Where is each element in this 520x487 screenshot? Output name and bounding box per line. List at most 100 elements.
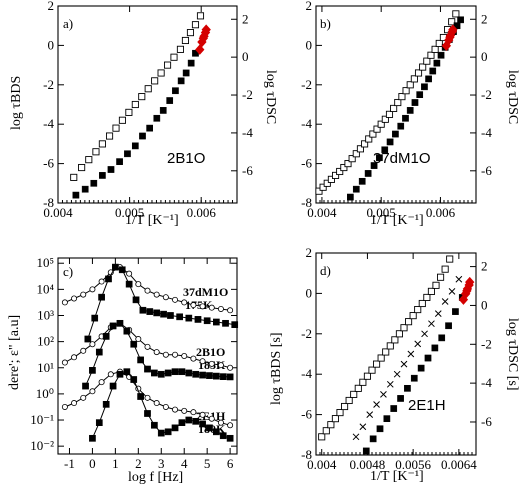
y-tick-label-left: 0 bbox=[306, 285, 313, 300]
data-point-open-square bbox=[92, 148, 100, 156]
panel-c-ticks: -1 0 1 2 3 4 5 6 10⁻² 10⁻¹ 10⁰ 10¹ 10² 10³ 10⁴ 10⁵ bbox=[30, 255, 237, 471]
data-point-filled-square bbox=[206, 424, 213, 432]
data-point-open-circle bbox=[135, 281, 142, 288]
y-tick-label-left: 0 bbox=[48, 37, 55, 52]
data-point-filled-square bbox=[160, 310, 167, 318]
data-point-open-square bbox=[373, 360, 381, 368]
data-point-open-square bbox=[186, 29, 195, 37]
y-tick-label-left: 2 bbox=[306, 245, 313, 260]
data-point-open-square bbox=[344, 160, 352, 168]
panel-a-xlabel: 1/T [K⁻¹] bbox=[125, 213, 179, 228]
spectrum-temperature: 175K bbox=[185, 298, 213, 312]
y-tick-label: 10⁰ bbox=[36, 386, 54, 401]
data-point-open-square bbox=[363, 372, 371, 380]
data-point-open-circle bbox=[153, 291, 160, 298]
y-tick-label-right: -2 bbox=[481, 336, 492, 351]
panel-d: d) 2E1H 1/T [K⁻¹] log τBDS [s] log τDSC … bbox=[269, 245, 520, 484]
data-point-filled-square bbox=[130, 340, 138, 348]
data-point-open-square bbox=[414, 306, 422, 314]
panel-d-frame bbox=[315, 252, 477, 456]
data-point-filled-square bbox=[424, 354, 432, 362]
data-point-open-circle bbox=[144, 343, 151, 350]
data-point-open-square bbox=[196, 12, 205, 20]
panel-c-marks bbox=[61, 263, 239, 442]
data-point-filled-square bbox=[352, 185, 360, 193]
x-tick-label: -1 bbox=[64, 456, 75, 471]
data-point-red-diamond bbox=[195, 44, 205, 55]
data-point-filled-square bbox=[164, 369, 172, 377]
data-point-open-circle bbox=[80, 291, 87, 298]
y-tick-label-left: -6 bbox=[43, 156, 54, 171]
y-tick-label-left: -6 bbox=[301, 407, 312, 422]
data-point-open-square bbox=[418, 299, 426, 308]
data-point-open-square bbox=[373, 125, 381, 133]
y-tick-label-left: -4 bbox=[43, 116, 54, 131]
data-point-filled-square bbox=[91, 314, 99, 322]
panel-a: a) 2B1O 1/T [K⁻¹] log τBDS log τDSC 0.00… bbox=[9, 0, 278, 228]
data-point-filled-square bbox=[139, 306, 147, 314]
data-point-open-square bbox=[336, 167, 344, 176]
data-point-filled-square bbox=[219, 432, 227, 440]
data-point-filled-square bbox=[226, 373, 234, 381]
data-point-filled-square bbox=[457, 16, 464, 24]
data-point-open-square bbox=[131, 100, 139, 109]
data-point-open-square bbox=[144, 85, 152, 93]
data-point-open-circle bbox=[89, 388, 96, 395]
data-point-filled-square bbox=[431, 344, 439, 352]
data-point-open-circle bbox=[181, 352, 188, 359]
data-point-filled-square bbox=[212, 428, 220, 436]
data-point-cross bbox=[434, 310, 442, 317]
data-point-filled-square bbox=[417, 364, 425, 372]
data-point-open-circle bbox=[217, 362, 224, 369]
data-point-filled-square bbox=[433, 59, 441, 67]
data-point-filled-square bbox=[81, 185, 89, 193]
data-point-open-square bbox=[181, 36, 189, 45]
data-point-cross bbox=[421, 330, 428, 338]
y-tick-label-right: 0 bbox=[481, 297, 488, 312]
data-point-filled-square bbox=[146, 308, 154, 315]
data-point-filled-square bbox=[102, 400, 110, 408]
data-point-filled-square bbox=[151, 369, 158, 377]
data-point-open-square bbox=[176, 45, 184, 53]
spectrum-label: 2B1O bbox=[196, 345, 225, 359]
data-point-open-square bbox=[336, 409, 344, 417]
data-point-open-square bbox=[359, 378, 367, 386]
data-point-filled-square bbox=[139, 132, 146, 140]
data-point-cross bbox=[400, 360, 408, 368]
data-point-open-square bbox=[409, 312, 417, 320]
y-tick-label-left: 2 bbox=[48, 0, 55, 13]
data-point-filled-square bbox=[397, 122, 405, 130]
data-point-filled-square bbox=[137, 393, 144, 400]
data-point-filled-square bbox=[429, 67, 437, 75]
data-point-open-circle bbox=[71, 295, 78, 302]
panel-b-annotation: 37dM1O bbox=[373, 150, 431, 167]
data-point-filled-square bbox=[194, 316, 202, 323]
data-point-red-diamond bbox=[448, 24, 458, 35]
data-point-open-square bbox=[446, 255, 454, 263]
data-point-open-circle bbox=[181, 407, 188, 414]
data-point-open-square bbox=[419, 63, 427, 71]
y-tick-label: 10⁻² bbox=[30, 438, 54, 453]
x-tick-label: 0.0048 bbox=[350, 457, 386, 472]
data-point-filled-square bbox=[206, 372, 213, 379]
x-tick-label: 0.0064 bbox=[441, 457, 477, 472]
data-point-filled-square bbox=[364, 170, 372, 177]
y-tick-label-right: -6 bbox=[481, 414, 492, 429]
data-point-filled-square bbox=[212, 318, 220, 326]
data-point-filled-square bbox=[105, 275, 112, 283]
data-point-filled-square bbox=[171, 368, 179, 376]
panel-d-marks bbox=[318, 255, 475, 455]
data-point-filled-square bbox=[397, 395, 404, 402]
data-point-open-square bbox=[322, 427, 330, 435]
panel-c-xlabel: log f [Hz] bbox=[128, 470, 183, 485]
x-tick-label: 0.005 bbox=[367, 205, 396, 220]
data-point-open-square bbox=[427, 287, 435, 295]
panel-b-ticks: 0.004 0.005 0.006 -8 -6 -4 -2 0 2 -6 -4 -2 0 2 bbox=[301, 0, 492, 220]
data-point-open-circle bbox=[227, 364, 234, 371]
data-point-filled-square bbox=[386, 138, 394, 146]
panel-b: b) 37dM1O 1/T [K⁻¹] log τDSC 0.004 0.005 0… bbox=[301, 0, 520, 228]
data-point-filled-square bbox=[192, 370, 200, 378]
x-tick-label: 1 bbox=[112, 456, 119, 471]
data-point-filled-square bbox=[376, 425, 384, 433]
data-point-open-square bbox=[350, 390, 358, 398]
